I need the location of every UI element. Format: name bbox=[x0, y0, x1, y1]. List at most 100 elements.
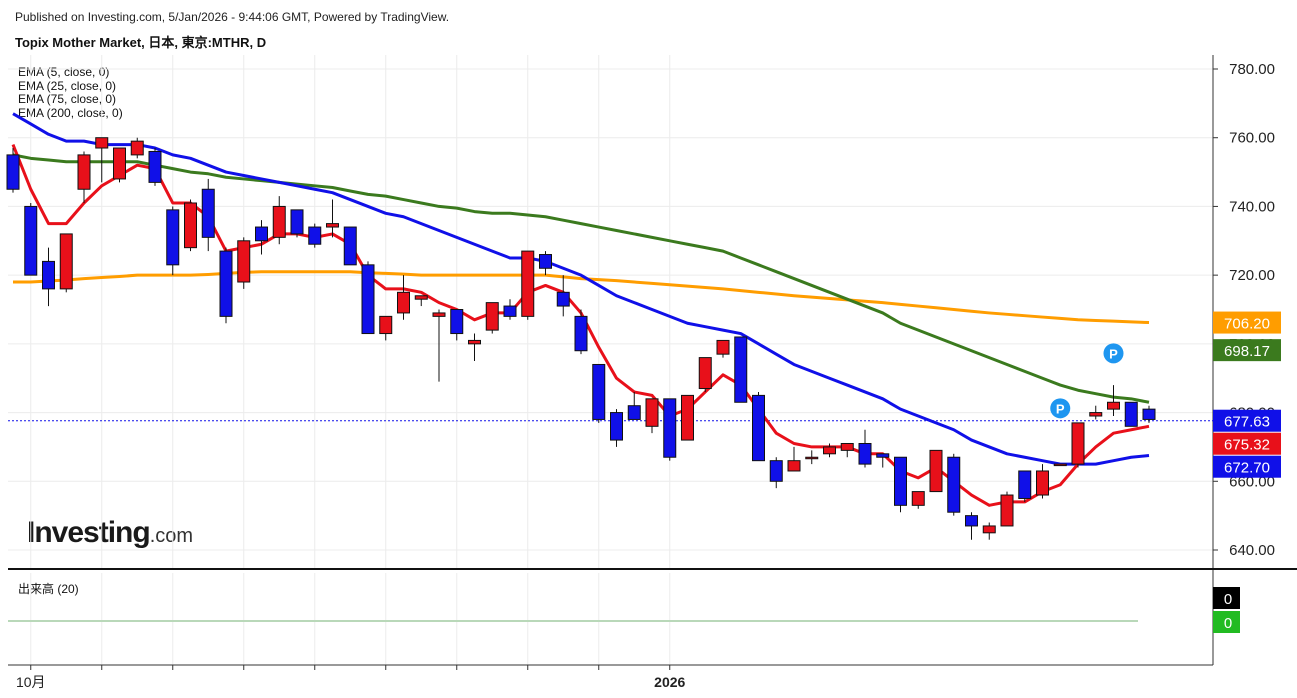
candle bbox=[592, 363, 606, 423]
candle-body bbox=[166, 209, 180, 266]
pivot-marker: P bbox=[1103, 343, 1124, 364]
investing-logo: Investing.com bbox=[27, 516, 193, 550]
candle bbox=[95, 137, 109, 183]
ema-line bbox=[12, 153, 1150, 404]
candle bbox=[59, 233, 73, 293]
price-axis-labels: 640.00660.00680.00700.00720.00740.00760.… bbox=[1213, 61, 1275, 559]
candle-body bbox=[148, 150, 162, 183]
price-tag bbox=[1213, 311, 1281, 334]
candle-body bbox=[539, 254, 552, 269]
candle-body bbox=[485, 302, 499, 331]
candle bbox=[6, 148, 20, 193]
candle bbox=[1089, 405, 1103, 420]
candle-body bbox=[450, 309, 464, 335]
chart-title: Topix Mother Market, 日本, 東京:MTHR, D bbox=[15, 35, 267, 50]
candle bbox=[184, 199, 197, 252]
candle-body bbox=[610, 412, 623, 441]
candle bbox=[503, 299, 517, 320]
candle bbox=[645, 398, 659, 434]
candle-body bbox=[290, 209, 304, 235]
candle bbox=[379, 315, 393, 341]
candle-body bbox=[787, 460, 801, 472]
volume-tag-label: 0 bbox=[1224, 591, 1232, 608]
volume-tags: 00 bbox=[1213, 587, 1240, 633]
volume-label[interactable]: 出来高 (20) bbox=[18, 582, 79, 596]
candle-body bbox=[627, 405, 641, 420]
candle bbox=[397, 275, 410, 320]
logo-suffix: .com bbox=[149, 525, 194, 547]
candle-body bbox=[911, 491, 925, 506]
candle-body bbox=[1124, 401, 1138, 427]
y-tick-label: 760.00 bbox=[1229, 130, 1275, 147]
candle bbox=[42, 247, 55, 307]
candle bbox=[858, 429, 872, 468]
candle bbox=[840, 442, 854, 458]
legend-ema75[interactable]: EMA (75, close, 0) bbox=[18, 92, 117, 106]
candle bbox=[805, 450, 819, 465]
candle-body bbox=[255, 226, 268, 242]
ema-line bbox=[13, 270, 1150, 325]
candle-body bbox=[645, 398, 659, 427]
candle-body bbox=[556, 291, 570, 307]
candle bbox=[219, 247, 233, 324]
candle-body bbox=[237, 240, 251, 283]
pivot-marker-circle bbox=[1103, 343, 1124, 364]
candle-body bbox=[130, 140, 144, 156]
candle-body bbox=[698, 357, 712, 390]
candle-body bbox=[59, 233, 73, 290]
candle bbox=[1053, 463, 1067, 467]
candle bbox=[255, 220, 268, 255]
candle bbox=[361, 261, 375, 335]
price-tag-label: 672.70 bbox=[1224, 460, 1270, 477]
candle-body bbox=[840, 442, 854, 451]
published-note: Published on Investing.com, 5/Jan/2026 -… bbox=[15, 10, 450, 24]
candle bbox=[539, 251, 552, 276]
candle-body bbox=[77, 154, 91, 190]
candle-body bbox=[1107, 401, 1120, 410]
price-tags: 706.20 698.17 677.63 675.32 672.70 bbox=[1213, 311, 1281, 478]
candle-body bbox=[361, 264, 375, 335]
x-tick-label: 2026 bbox=[654, 674, 685, 690]
candle-body bbox=[965, 515, 978, 527]
candle bbox=[982, 522, 996, 540]
price-tag bbox=[1213, 455, 1281, 478]
candle bbox=[485, 302, 499, 334]
x-tick-label: 10月 bbox=[16, 674, 46, 690]
candle-body bbox=[326, 223, 339, 228]
candle-body bbox=[1071, 422, 1085, 465]
legend-ema25[interactable]: EMA (25, close, 0) bbox=[18, 78, 117, 93]
candle-body bbox=[272, 205, 286, 238]
candle bbox=[734, 336, 748, 403]
legend-ema200[interactable]: EMA (200, close, 0) bbox=[18, 105, 123, 120]
candle-body bbox=[1036, 470, 1049, 496]
candle bbox=[113, 147, 126, 183]
candle bbox=[1071, 422, 1085, 468]
candle bbox=[911, 491, 925, 509]
candle bbox=[1107, 385, 1120, 417]
logo-main: Investing bbox=[27, 516, 151, 549]
candle-body bbox=[219, 250, 233, 317]
candle bbox=[787, 446, 801, 472]
candle-body bbox=[769, 460, 783, 482]
candle bbox=[1036, 464, 1049, 499]
candle bbox=[148, 148, 162, 186]
candle bbox=[272, 196, 286, 245]
candles bbox=[6, 137, 1156, 540]
candle bbox=[468, 333, 481, 362]
candle-body bbox=[982, 525, 996, 534]
candle bbox=[556, 275, 570, 317]
y-tick-label: 640.00 bbox=[1229, 542, 1275, 559]
candle-body bbox=[6, 154, 20, 190]
y-tick-label: 780.00 bbox=[1229, 61, 1275, 78]
candle-body bbox=[1142, 408, 1156, 420]
candle-body bbox=[201, 188, 215, 238]
pivot-marker-label: P bbox=[1056, 401, 1065, 416]
candle bbox=[343, 226, 357, 266]
candle-body bbox=[95, 137, 109, 149]
candle bbox=[130, 137, 144, 159]
candle-body bbox=[397, 291, 410, 314]
price-tag bbox=[1213, 432, 1281, 455]
candle-body bbox=[1000, 494, 1014, 527]
price-tag-label: 706.20 bbox=[1224, 316, 1270, 333]
